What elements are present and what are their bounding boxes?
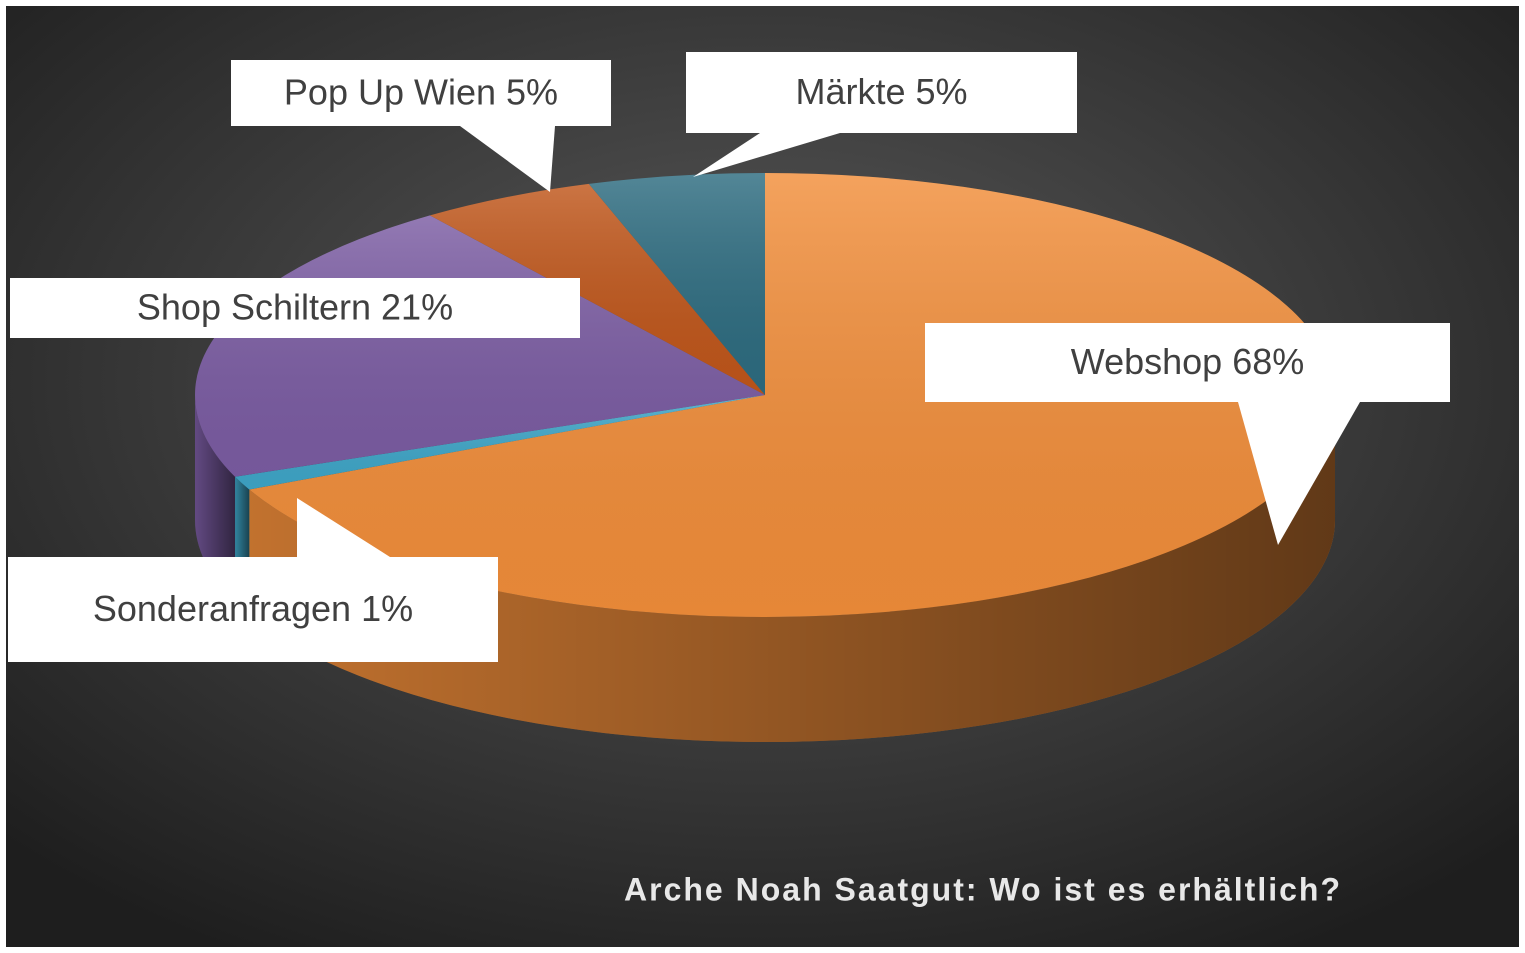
label-pointer bbox=[297, 498, 390, 557]
data-label: Märkte 5% bbox=[795, 71, 967, 112]
label-pointer bbox=[1238, 402, 1360, 545]
label-box bbox=[8, 557, 498, 662]
data-label: Sonderanfragen 1% bbox=[93, 588, 413, 629]
slice-side-shade bbox=[249, 395, 1336, 742]
label-box bbox=[10, 278, 580, 338]
data-label: Shop Schiltern 21% bbox=[137, 287, 453, 328]
slice-highlight bbox=[235, 395, 765, 490]
label-pointer bbox=[693, 133, 840, 177]
label-box bbox=[686, 52, 1077, 133]
label-box bbox=[925, 323, 1450, 402]
slice-highlight bbox=[249, 173, 1336, 617]
slice-highlight bbox=[588, 173, 765, 395]
data-label: Webshop 68% bbox=[1071, 341, 1305, 382]
chart-title: Arche Noah Saatgut: Wo ist es erhältlich… bbox=[624, 871, 1342, 907]
label-pointer bbox=[460, 126, 555, 192]
slice-highlight bbox=[429, 183, 765, 395]
slice-side-shade bbox=[195, 395, 236, 602]
data-label: Pop Up Wien 5% bbox=[284, 72, 558, 113]
label-box bbox=[231, 60, 611, 126]
